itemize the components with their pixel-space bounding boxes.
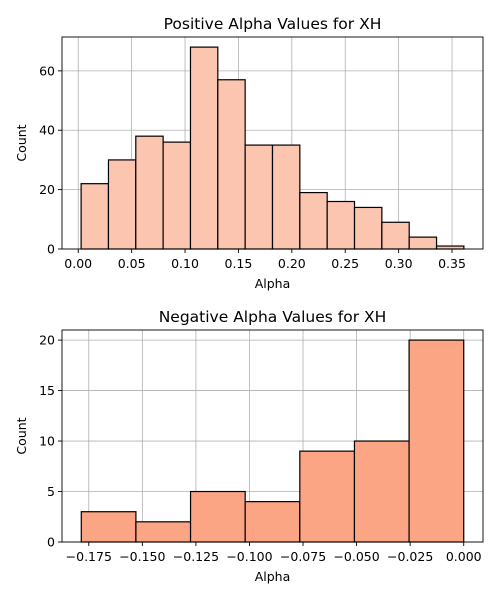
histogram-bar <box>326 200 356 250</box>
x-tick-label: 0.00 <box>64 256 92 271</box>
x-tick-label: 0.20 <box>278 256 306 271</box>
x-tick-label: −0.075 <box>280 549 326 564</box>
x-tick-label: 0.000 <box>446 549 482 564</box>
x-tick-label: −0.100 <box>226 549 272 564</box>
histogram-bar <box>299 191 328 250</box>
y-tick-label: 20 <box>39 182 55 197</box>
y-axis-label: Count <box>14 124 29 161</box>
y-tick-label: 15 <box>39 383 55 398</box>
axes-frame <box>61 36 484 250</box>
histogram-bar <box>244 144 274 250</box>
x-tick-label: −0.125 <box>173 549 219 564</box>
x-tick-label: 0.05 <box>118 256 146 271</box>
histogram-bar <box>408 339 465 543</box>
x-tick-label: 0.10 <box>171 256 199 271</box>
x-axis-label: Alpha <box>255 569 291 584</box>
histogram-bar <box>353 440 410 543</box>
histogram-bar <box>107 159 137 250</box>
x-tick-label: 0.15 <box>225 256 253 271</box>
histogram-bar <box>189 46 219 250</box>
histogram-bar <box>217 79 246 250</box>
x-tick-label: −0.150 <box>119 549 165 564</box>
histogram-bar <box>135 135 164 250</box>
histogram-bar <box>162 141 192 250</box>
y-tick-label: 10 <box>39 434 55 449</box>
histogram-bar <box>408 236 438 250</box>
histogram-bar <box>244 501 301 543</box>
y-tick-label: 20 <box>39 333 55 348</box>
histogram-bar <box>189 490 246 543</box>
y-tick-label: 60 <box>39 63 55 78</box>
x-tick-label: 0.30 <box>385 256 413 271</box>
chart-title: Negative Alpha Values for XH <box>159 308 387 326</box>
histogram-bar <box>353 206 383 250</box>
histogram-bar <box>80 511 137 543</box>
x-tick-label: 0.25 <box>331 256 359 271</box>
x-tick-label: −0.025 <box>387 549 433 564</box>
y-tick-label: 0 <box>47 242 55 257</box>
histogram-bar <box>80 183 110 250</box>
histogram-bar <box>299 450 356 543</box>
axes-frame <box>61 329 484 543</box>
chart-title: Positive Alpha Values for XH <box>164 15 382 33</box>
histogram-bar <box>271 144 301 250</box>
y-tick-label: 0 <box>47 535 55 550</box>
y-tick-label: 5 <box>47 484 55 499</box>
y-axis-label: Count <box>14 417 29 454</box>
chart-2: −0.175 −0.150 −0.125 −0.100 −0.075 −0.050 −0.0… <box>14 308 484 584</box>
x-tick-label: −0.175 <box>66 549 112 564</box>
x-tick-label: 0.35 <box>438 256 466 271</box>
y-tick-label: 40 <box>39 123 55 138</box>
chart-1: 0.00 0.05 0.10 0.15 0.20 0.25 0.30 0.35 0 20 40 60 P… <box>14 15 484 291</box>
x-tick-label: −0.050 <box>333 549 379 564</box>
x-axis-label: Alpha <box>255 276 291 291</box>
histogram-bar <box>381 221 410 250</box>
histogram-bar <box>135 521 192 543</box>
